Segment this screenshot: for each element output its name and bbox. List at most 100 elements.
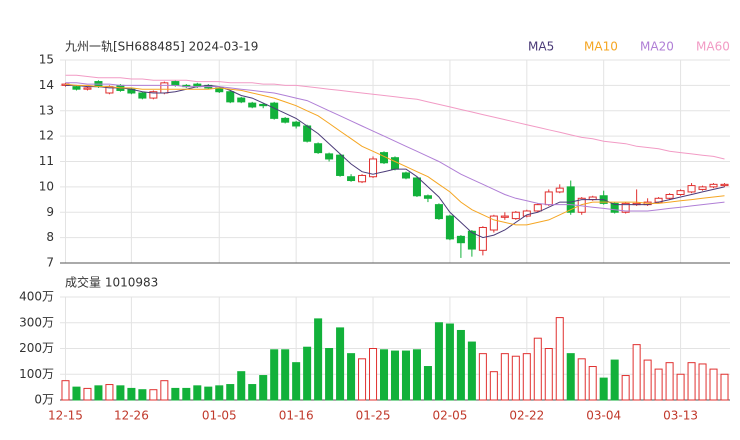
x-tick-label: 01-05: [202, 409, 237, 423]
volume-bar: [390, 350, 400, 401]
volume-bar: [314, 318, 323, 401]
volume-bar: [522, 353, 531, 401]
candle-body: [434, 204, 443, 220]
volume-bar: [259, 375, 268, 401]
volume-bar: [577, 358, 586, 401]
volume-bar: [237, 371, 246, 401]
y-tick-label: 15: [39, 53, 54, 67]
volume-title: 成交量 1010983: [65, 275, 158, 290]
volume-bar: [434, 322, 443, 401]
y-tick-label: 0万: [34, 393, 54, 407]
candle-body: [83, 87, 92, 90]
volume-bar: [654, 368, 663, 401]
volume-bar: [566, 353, 575, 401]
candle-body: [226, 91, 235, 103]
volume-bar: [478, 353, 487, 401]
ma-line: [65, 83, 725, 226]
candle-body: [281, 117, 290, 123]
volume-bar: [676, 373, 685, 401]
candle-body: [555, 187, 564, 193]
volume-bar: [489, 371, 498, 401]
candle-body: [149, 91, 158, 99]
candle-body: [500, 215, 509, 218]
volume-bar: [248, 384, 257, 401]
candle-body: [138, 92, 147, 99]
volume-bar: [204, 386, 213, 401]
legend-label: MA5: [528, 40, 554, 54]
candle-body: [72, 86, 81, 90]
y-tick-label: 11: [39, 154, 54, 168]
volume-bar: [445, 323, 454, 401]
volume-bar: [270, 349, 279, 401]
candle-body: [489, 215, 498, 231]
volume-bar: [599, 377, 608, 401]
candle-body: [314, 143, 323, 154]
candle-body: [511, 211, 520, 220]
y-tick-label: 100万: [19, 367, 54, 381]
candle-body: [676, 190, 685, 195]
candle-body: [171, 81, 180, 86]
volume-bar: [72, 386, 81, 401]
y-tick-label: 9: [46, 205, 54, 219]
volume-bar: [182, 387, 191, 401]
y-tick-label: 400万: [19, 290, 54, 304]
candle-body: [248, 102, 257, 108]
volume-bar: [412, 349, 421, 401]
volume-bar: [665, 362, 674, 401]
candle-body: [401, 172, 410, 179]
y-tick-label: 200万: [19, 341, 54, 355]
candle-body: [665, 193, 674, 199]
x-tick-label: 02-22: [509, 409, 544, 423]
volume-bar: [226, 384, 235, 401]
candle-body: [445, 215, 454, 240]
ma-line: [65, 82, 725, 212]
volume-bar: [281, 349, 290, 401]
volume-bar: [61, 380, 70, 401]
volume-bar: [127, 387, 136, 401]
volume-bar: [544, 348, 553, 401]
candle-body: [270, 102, 279, 119]
volume-bar: [588, 366, 597, 401]
volume-bar: [94, 385, 103, 401]
volume-bar: [500, 353, 509, 401]
legend-label: MA20: [640, 40, 674, 54]
volume-bar: [160, 380, 169, 401]
volume-bar: [116, 385, 125, 401]
x-tick-label: 01-16: [279, 409, 314, 423]
x-tick-label: 01-25: [356, 409, 391, 423]
volume-bar: [643, 359, 652, 401]
x-tick-label: 03-04: [586, 409, 621, 423]
y-tick-label: 14: [39, 78, 54, 92]
candle-body: [687, 185, 696, 193]
volume-bar: [347, 353, 356, 401]
candle-body: [369, 158, 378, 178]
volume-bar: [467, 341, 476, 401]
candle-body: [456, 235, 465, 244]
volume-bar: [83, 387, 92, 401]
chart-title: 九州一轨[SH688485] 2024-03-19: [65, 40, 258, 54]
y-tick-label: 300万: [19, 315, 54, 329]
volume-bar: [292, 362, 301, 401]
candle-body: [610, 202, 619, 213]
candle-body: [709, 183, 718, 188]
volume-bar: [138, 389, 147, 401]
candle-body: [621, 202, 630, 213]
candle-body: [160, 82, 169, 94]
candle-body: [325, 153, 334, 160]
y-tick-label: 10: [39, 179, 54, 193]
volume-bar: [456, 329, 465, 401]
volume-bar: [511, 355, 520, 401]
volume-bar: [369, 348, 378, 401]
candle-body: [478, 226, 487, 251]
candle-body: [237, 97, 246, 103]
candle-body: [720, 183, 729, 187]
candle-body: [412, 177, 421, 197]
volume-bar: [533, 337, 542, 401]
volume-bar: [149, 389, 158, 401]
candle-body: [698, 186, 707, 190]
volume-bar: [358, 358, 367, 401]
volume-bar: [215, 385, 224, 401]
x-tick-label: 12-15: [48, 409, 83, 423]
volume-bar: [336, 327, 345, 401]
